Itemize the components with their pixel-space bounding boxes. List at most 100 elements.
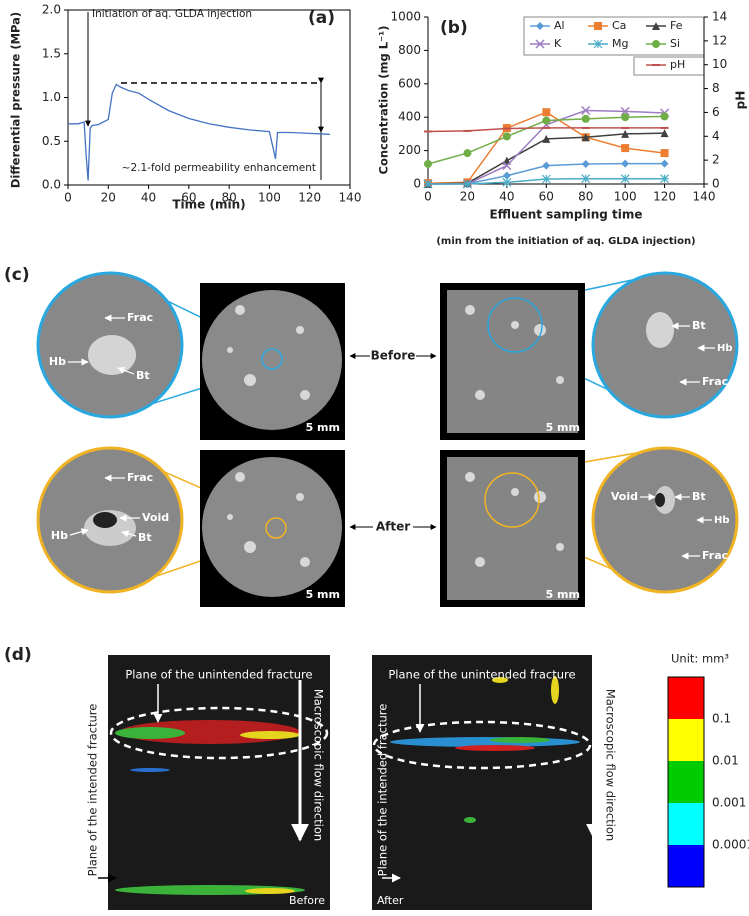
zoom-marker: [261, 348, 283, 370]
y-tick-label: 400: [398, 110, 421, 124]
subtitle: (min from the initiation of aq. GLDA inj…: [436, 236, 695, 247]
y-tick-label: 1.5: [42, 46, 61, 60]
zoom-label: Void: [611, 490, 638, 503]
y2-tick-label: 4: [712, 129, 720, 143]
y-tick-label: 2.0: [42, 3, 61, 17]
fracture-label: Plane of the unintended fracture: [125, 668, 312, 682]
x-tick-label: 60: [181, 191, 196, 205]
fracture-label: Plane of the intended fracture: [86, 704, 100, 877]
point: [660, 174, 669, 184]
x-tick-label: 120: [298, 191, 321, 205]
mineral-grains: [227, 305, 564, 567]
point: [581, 133, 590, 142]
x-tick-label: 0: [64, 191, 72, 205]
point: [502, 177, 512, 187]
point: [542, 116, 551, 125]
zoom-label: Hb: [717, 343, 733, 354]
point: [463, 149, 472, 158]
y2-tick-label: 10: [712, 57, 727, 71]
legend-label: Mg: [612, 37, 628, 50]
flow-label: Macroscopic flow direction: [604, 689, 618, 841]
y-tick-label: 0.0: [42, 178, 61, 192]
zoom-label: Hb: [714, 515, 730, 526]
colorbar-frame: [667, 676, 705, 888]
series-line: [68, 83, 330, 181]
volume-render: [108, 655, 330, 910]
point: [660, 112, 669, 121]
point: [593, 39, 603, 49]
y2-tick-label: 0: [712, 177, 720, 191]
mineral: [646, 312, 674, 348]
x-tick-label: 40: [499, 190, 514, 204]
y-tick-label: 200: [398, 143, 421, 157]
panel-label: (a): [308, 8, 335, 28]
point: [581, 159, 590, 168]
point: [621, 113, 630, 122]
x-tick-label: 40: [141, 191, 156, 205]
panel-d: (d) Plane of the unintended fracture Pla…: [4, 645, 749, 910]
flow-label: Macroscopic flow direction: [312, 689, 326, 841]
x-tick-label: 0: [424, 190, 432, 204]
zoom-marker: [487, 297, 543, 353]
point: [423, 179, 433, 189]
void: [655, 493, 665, 507]
x-tick-label: 120: [653, 190, 676, 204]
fracture-outline: [372, 720, 592, 770]
chart-a: (a) Time (min) Differential pressure (MP…: [9, 3, 362, 212]
legend-label: pH: [670, 58, 685, 71]
scale-bar: 5 mm: [306, 421, 340, 434]
x-tick-label: 100: [614, 190, 637, 204]
point: [542, 108, 551, 117]
colorbar-label: 0.01: [712, 754, 739, 768]
point: [536, 22, 544, 30]
x-tick-label: 60: [539, 190, 554, 204]
zoom-label: Void: [142, 511, 169, 524]
zoom-label: Bt: [692, 319, 706, 332]
x-tick-label: 20: [460, 190, 475, 204]
point: [542, 134, 551, 143]
point: [621, 144, 630, 153]
mineral: [88, 335, 136, 375]
legend-label: Al: [554, 19, 565, 32]
point: [620, 174, 630, 184]
y-tick-label: 1000: [390, 10, 421, 24]
point: [621, 159, 630, 168]
legend-label: Si: [670, 37, 680, 50]
point: [652, 22, 660, 30]
panel-label: (b): [440, 18, 468, 38]
zoom-label: Frac: [702, 375, 728, 388]
zoom-marker: [265, 517, 287, 539]
y2-tick-label: 6: [712, 105, 720, 119]
point: [581, 174, 591, 184]
zoom-marker: [484, 472, 540, 528]
label-arrows: [68, 314, 715, 560]
colorbar-band: [668, 719, 704, 761]
point: [581, 114, 590, 123]
y-tick-label: 1.0: [42, 90, 61, 104]
zoom-label: Hb: [51, 529, 68, 542]
legend-label: Fe: [670, 19, 683, 32]
zoom-label: Frac: [127, 311, 153, 324]
x-tick-label: 20: [101, 191, 116, 205]
y2-tick-label: 8: [712, 81, 720, 95]
panel-c: (c) 5 mm 5 mm 5 mm 5 mm Before After Fra…: [4, 265, 739, 607]
point: [502, 132, 511, 141]
state-label: After: [377, 894, 404, 907]
x-tick-label: 140: [339, 191, 362, 205]
point: [541, 174, 551, 184]
y2-tick-label: 12: [712, 33, 727, 47]
zoom-label: Bt: [136, 369, 150, 382]
scale-bar: 5 mm: [546, 421, 580, 434]
state-label: Before: [289, 894, 325, 907]
point: [660, 129, 669, 138]
plot-frame: [67, 9, 351, 186]
colorbar-band: [668, 803, 704, 845]
point: [502, 171, 511, 180]
zoom-label: Bt: [692, 490, 706, 503]
point: [463, 179, 472, 189]
x-tick-label: 140: [693, 190, 716, 204]
point: [581, 105, 591, 116]
point: [652, 40, 660, 48]
y-tick-label: 800: [398, 43, 421, 57]
scale-bar: 5 mm: [306, 588, 340, 601]
